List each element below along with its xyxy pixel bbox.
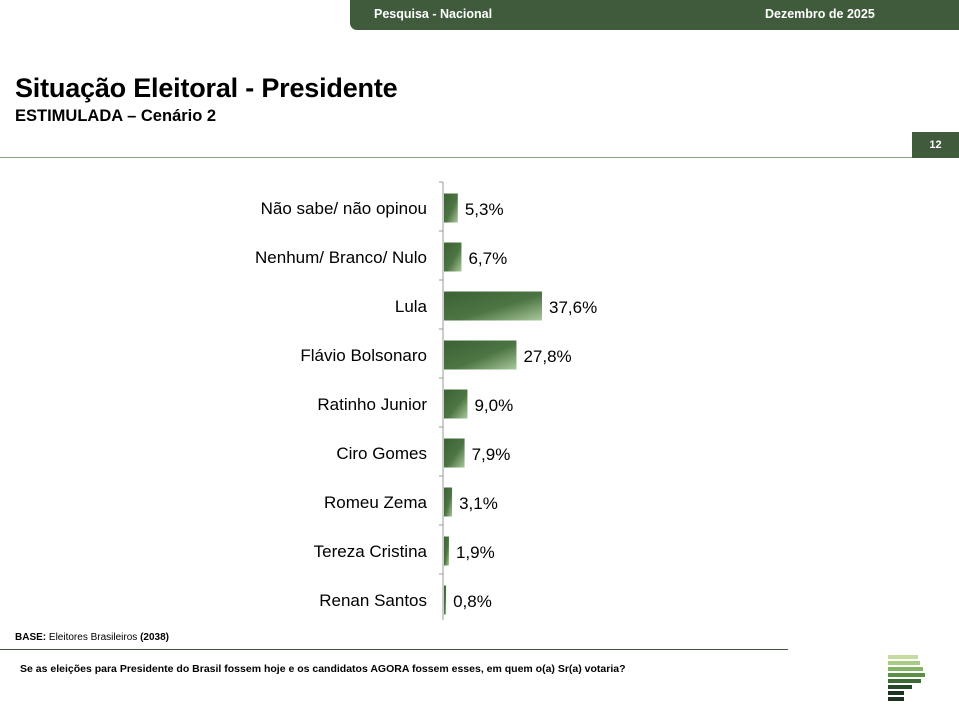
category-label: Nenhum/ Branco/ Nulo [255,248,427,267]
bar [444,291,542,321]
category-label: Romeu Zema [324,493,428,512]
page-title: Situação Eleitoral - Presidente [15,73,398,103]
category-label: Tereza Cristina [314,542,428,561]
bar [444,242,462,272]
category-label: Ratinho Junior [317,395,427,414]
value-label: 6,7% [468,249,507,268]
header-bar: Pesquisa - Nacional Dezembro de 2025 [350,0,959,30]
bar [444,438,465,468]
category-label: Flávio Bolsonaro [300,346,427,365]
value-label: 0,8% [453,592,492,611]
survey-question: Se as eleições para Presidente do Brasil… [20,663,626,675]
value-label: 1,9% [456,543,495,562]
value-label: 7,9% [472,445,511,464]
category-label: Renan Santos [319,591,427,610]
bar [444,389,468,419]
bar [444,536,449,566]
value-label: 9,0% [474,396,513,415]
bar [444,585,447,615]
survey-label: Pesquisa - Nacional [374,7,493,21]
survey-date: Dezembro de 2025 [765,7,875,21]
footer-divider [0,649,788,650]
base-count: (2038) [140,632,169,643]
base-label: BASE: [15,632,47,643]
category-label: Não sabe/ não opinou [261,199,427,218]
bar [444,340,517,370]
header-divider [0,157,912,158]
brand-logo-icon [888,655,925,701]
page-subtitle: ESTIMULADA – Cenário 2 [15,107,217,125]
value-label: 37,6% [549,298,597,317]
bar [444,487,453,517]
page-number-badge: 12 [912,132,959,158]
base-text: Eleitores Brasileiros [48,632,138,643]
bar [444,193,458,223]
value-label: 27,8% [523,347,571,366]
category-label: Ciro Gomes [336,444,427,463]
category-label: Lula [395,297,428,316]
base-note: BASE: Eleitores Brasileiros (2038) [15,632,169,643]
value-label: 3,1% [459,494,498,513]
value-label: 5,3% [465,200,504,219]
